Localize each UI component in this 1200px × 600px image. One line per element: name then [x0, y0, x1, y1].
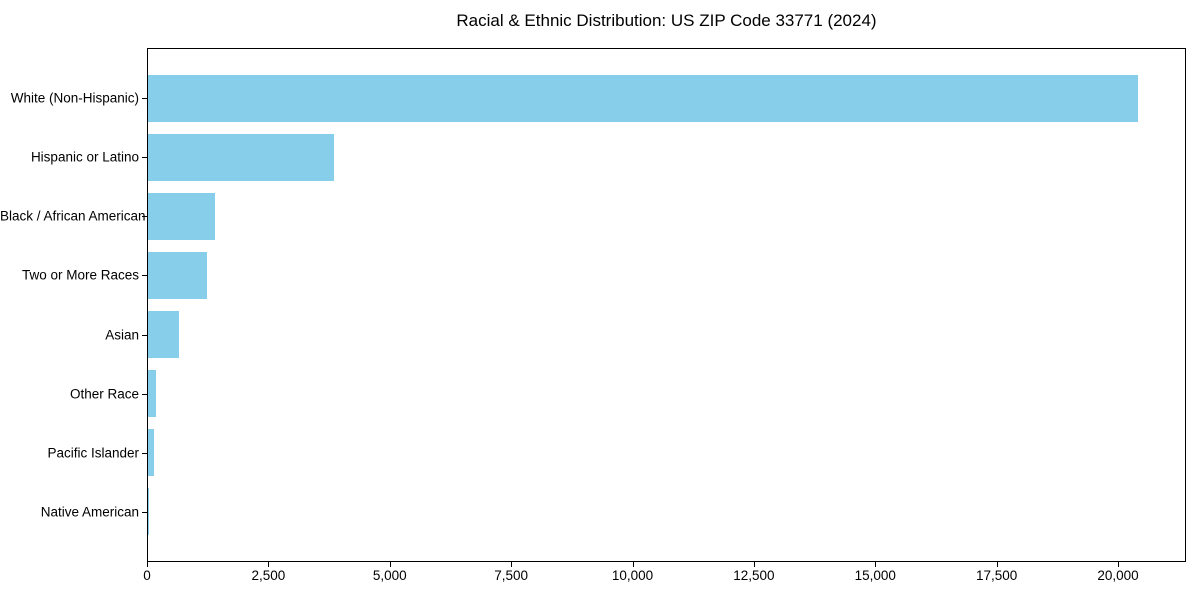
x-tick-mark: [511, 562, 513, 567]
bar: [148, 74, 1139, 122]
x-tick-label: 15,000: [854, 568, 896, 583]
x-tick-label: 20,000: [1097, 568, 1139, 583]
y-tick-label: Two or More Races: [21, 267, 139, 283]
x-tick-mark: [753, 562, 755, 567]
y-tick-mark: [142, 157, 147, 159]
bar: [148, 192, 215, 240]
bar: [148, 133, 335, 181]
bar: [148, 311, 179, 359]
bar: [148, 429, 155, 477]
x-tick-mark: [389, 562, 391, 567]
y-tick-label: Pacific Islander: [47, 445, 139, 461]
x-tick-mark: [1118, 562, 1120, 567]
bar: [148, 251, 207, 299]
x-tick-mark: [147, 562, 148, 567]
y-tick-mark: [142, 393, 147, 395]
y-tick-mark: [142, 216, 147, 218]
y-tick-label: Native American: [40, 504, 139, 520]
y-tick-mark: [142, 452, 147, 454]
x-tick-label: 7,500: [494, 568, 529, 583]
x-tick-mark: [875, 562, 877, 567]
x-tick-label: 5,000: [372, 568, 407, 583]
bar: [148, 370, 157, 418]
y-tick-label: Other Race: [69, 386, 139, 402]
x-tick-label: 0: [143, 568, 151, 583]
x-tick-label: 2,500: [251, 568, 286, 583]
chart-title: Racial & Ethnic Distribution: US ZIP Cod…: [456, 11, 877, 30]
y-tick-label: Asian: [105, 327, 139, 343]
y-tick-mark: [142, 98, 147, 100]
y-tick-mark: [142, 334, 147, 336]
y-tick-label: Hispanic or Latino: [30, 149, 139, 165]
x-tick-label: 10,000: [611, 568, 654, 583]
y-tick-label: Black / African American: [0, 208, 146, 224]
y-tick-mark: [142, 275, 147, 277]
x-tick-mark: [632, 562, 634, 567]
bar: [148, 488, 149, 536]
plot-area: [147, 48, 1186, 562]
y-tick-mark: [142, 511, 147, 513]
y-tick-label: White (Non-Hispanic): [10, 90, 139, 106]
x-tick-mark: [268, 562, 270, 567]
x-tick-label: 12,500: [733, 568, 775, 583]
x-tick-label: 17,500: [975, 568, 1018, 583]
x-tick-mark: [996, 562, 998, 567]
